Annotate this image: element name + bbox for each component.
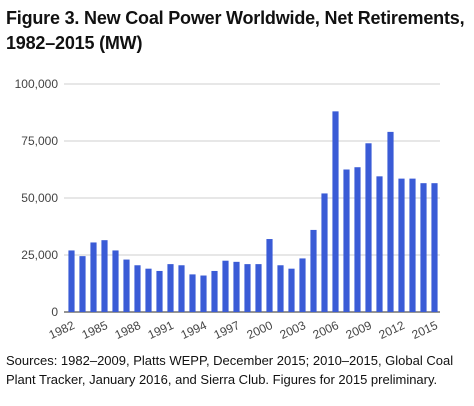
bar-2005 — [321, 193, 328, 312]
x-tick-label: 2009 — [344, 318, 374, 342]
y-tick-label: 50,000 — [21, 191, 58, 205]
bar-1997 — [233, 261, 240, 312]
source-note: Sources: 1982–2009, Platts WEPP, Decembe… — [6, 353, 454, 387]
bar-1991 — [167, 264, 174, 312]
bar-1982 — [68, 250, 75, 312]
bar-1994 — [200, 275, 207, 312]
bar-2007 — [343, 169, 350, 312]
x-tick-label: 2006 — [311, 318, 341, 342]
bar-2010 — [376, 176, 383, 312]
bar-1992 — [178, 265, 185, 312]
bar-1988 — [134, 265, 141, 312]
bar-2004 — [310, 229, 317, 312]
bar-1990 — [156, 270, 163, 312]
bar-2011 — [387, 131, 394, 312]
x-axis-ticks: 1982 1985 1988 1991 1994 1997 2000 2003 2006 2009… — [47, 318, 440, 342]
x-tick-label: 1985 — [80, 318, 110, 342]
y-tick-label: 0 — [51, 305, 58, 319]
bar-2006 — [332, 111, 339, 312]
x-tick-label: 2000 — [245, 318, 275, 342]
bar-2013 — [409, 178, 416, 312]
x-tick-label: 2003 — [278, 318, 308, 342]
bar-1985 — [101, 240, 108, 312]
bar-1984 — [90, 242, 97, 312]
bar-2012 — [398, 178, 405, 312]
bar-1989 — [145, 268, 152, 312]
bar-2014 — [420, 183, 427, 312]
chart-title: Figure 3. New Coal Power Worldwide, Net … — [6, 8, 465, 53]
bar-1983 — [79, 256, 86, 312]
bar-1987 — [123, 259, 130, 312]
bar-1986 — [112, 250, 119, 312]
bar-2015 — [431, 183, 438, 312]
y-axis-ticks: 0 25,000 50,000 75,000 100,000 — [15, 77, 59, 319]
y-tick-label: 25,000 — [21, 248, 58, 262]
gridlines — [64, 83, 440, 313]
bars — [68, 111, 438, 312]
bar-1993 — [189, 274, 196, 312]
x-tick-label: 1997 — [212, 318, 242, 342]
bar-2001 — [277, 265, 284, 312]
bar-2008 — [354, 167, 361, 312]
bar-1996 — [222, 260, 229, 312]
x-tick-label: 1982 — [47, 318, 77, 342]
bar-1999 — [255, 264, 262, 312]
bar-2002 — [288, 268, 295, 312]
bar-2009 — [365, 143, 372, 312]
x-tick-label: 1991 — [146, 318, 176, 342]
bar-2003 — [299, 258, 306, 312]
y-tick-label: 75,000 — [21, 134, 58, 148]
bar-1995 — [211, 270, 218, 312]
y-tick-label: 100,000 — [15, 77, 59, 91]
x-tick-label: 2015 — [410, 318, 440, 342]
x-tick-label: 2012 — [377, 318, 407, 342]
x-tick-label: 1994 — [179, 318, 209, 342]
bar-1998 — [244, 264, 251, 312]
bar-2000 — [266, 239, 273, 312]
x-tick-label: 1988 — [113, 318, 143, 342]
